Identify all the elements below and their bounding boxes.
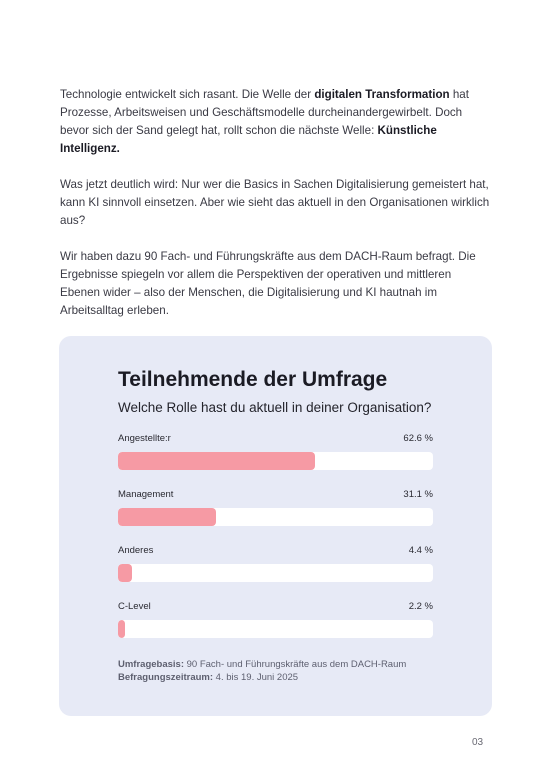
bar-value-label: 31.1 % [403,489,433,500]
intro-paragraph-3: Wir haben dazu 90 Fach- und Führungskräf… [60,250,476,317]
bar-label: Anderes [118,545,154,556]
intro-paragraph-2: Was jetzt deutlich wird: Nur wer die Bas… [60,178,490,227]
intro-p1-highlight-ki: Künstliche Intelligenz. [60,124,437,155]
footnote-basis: Umfragebasis: 90 Fach- und Führungskräft… [118,658,406,671]
bar-label: Angestellte:r [118,433,171,444]
footnote-period-value: 4. bis 19. Juni 2025 [213,672,299,683]
bar-track [118,620,433,638]
footnote-period: Befragungszeitraum: 4. bis 19. Juni 2025 [118,671,406,684]
bar-track [118,508,433,526]
intro-text: Technologie entwickelt sich rasant. Die … [60,86,492,338]
bar-track [118,564,433,582]
intro-p1-highlight-digital-transformation: digitalen Transformation [314,88,450,101]
footnote-basis-label: Umfragebasis: [118,659,184,670]
bar-fill [118,452,316,470]
bar-fill [118,620,125,638]
bar-fill [118,508,216,526]
bar-track [118,452,433,470]
bar-value-label: 62.6 % [403,433,433,444]
bar-label: Management [118,489,174,500]
survey-question: Welche Rolle hast du aktuell in deiner O… [118,400,432,415]
bar-label: C-Level [118,601,151,612]
intro-paragraph-1: Technologie entwickelt sich rasant. Die … [60,86,492,158]
footnote-period-label: Befragungszeitraum: [118,672,214,683]
survey-title: Teilnehmende der Umfrage [118,368,388,391]
bar-value-label: 2.2 % [408,601,433,612]
survey-card: Teilnehmende der Umfrage Welche Rolle ha… [59,336,492,716]
bar-value-label: 4.4 % [408,545,433,556]
bar-fill [118,564,132,582]
page-number: 03 [472,737,484,748]
survey-footnote: Umfragebasis: 90 Fach- und Führungskräft… [118,658,406,684]
intro-p1-text-a: Technologie entwickelt sich rasant. Die … [60,88,315,101]
footnote-basis-value: 90 Fach- und Führungskräfte aus dem DACH… [184,659,407,670]
intro-p1-text-c: hat Prozesse, Arbeitsweisen und Geschäft… [60,88,469,137]
